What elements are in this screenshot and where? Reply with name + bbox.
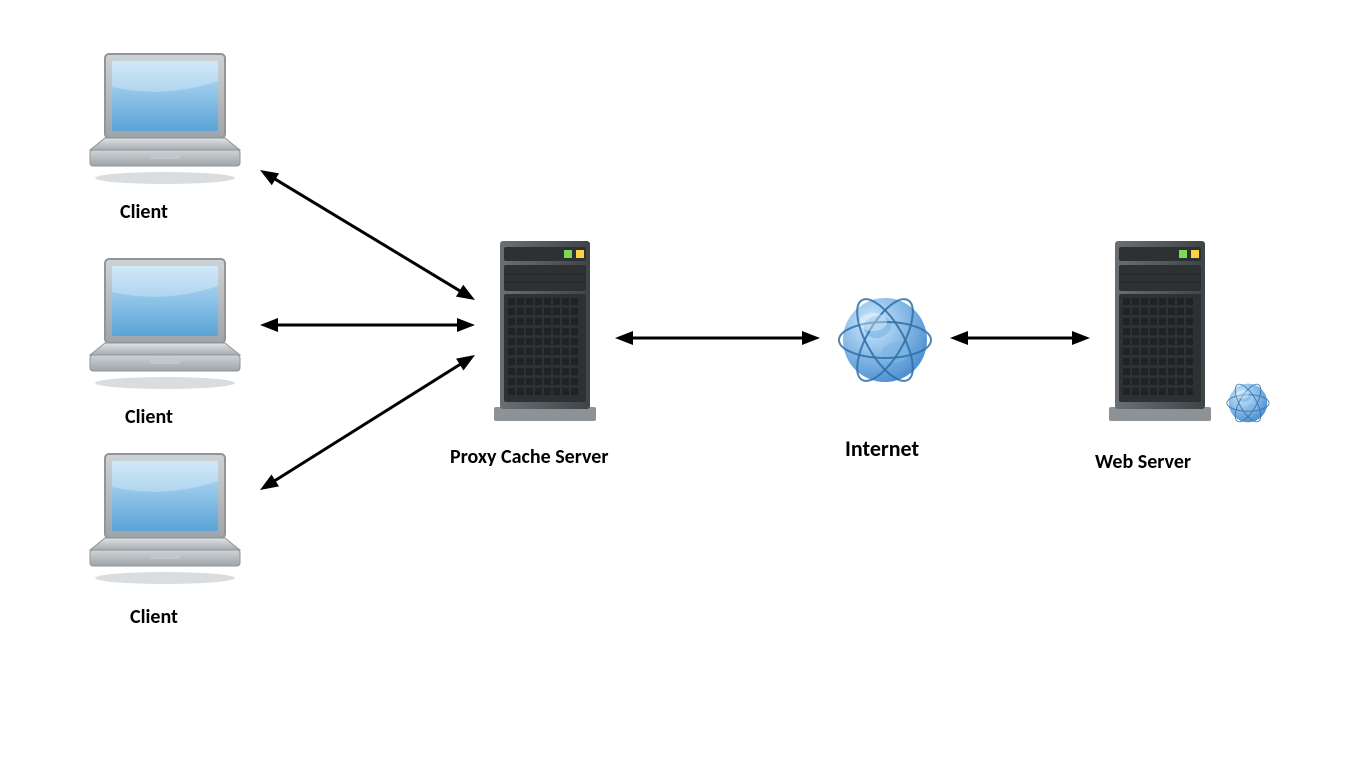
globe-internet-icon [835, 290, 935, 390]
proxy-label: Proxy Cache Server [450, 445, 608, 469]
server-web-icon [1105, 235, 1215, 425]
laptop-client2-icon [80, 255, 250, 390]
internet-label: Internet [845, 435, 919, 462]
client3-label: Client [130, 605, 178, 629]
client1-label: Client [120, 200, 168, 224]
laptop-client3-icon [80, 450, 250, 585]
diagram-canvas: Client Client [0, 0, 1366, 768]
client2-label: Client [125, 405, 173, 429]
globe-mini-globe-icon [1225, 380, 1271, 426]
web-label: Web Server [1095, 450, 1191, 474]
laptop-client1-icon [80, 50, 250, 185]
server-proxy-icon [490, 235, 600, 425]
